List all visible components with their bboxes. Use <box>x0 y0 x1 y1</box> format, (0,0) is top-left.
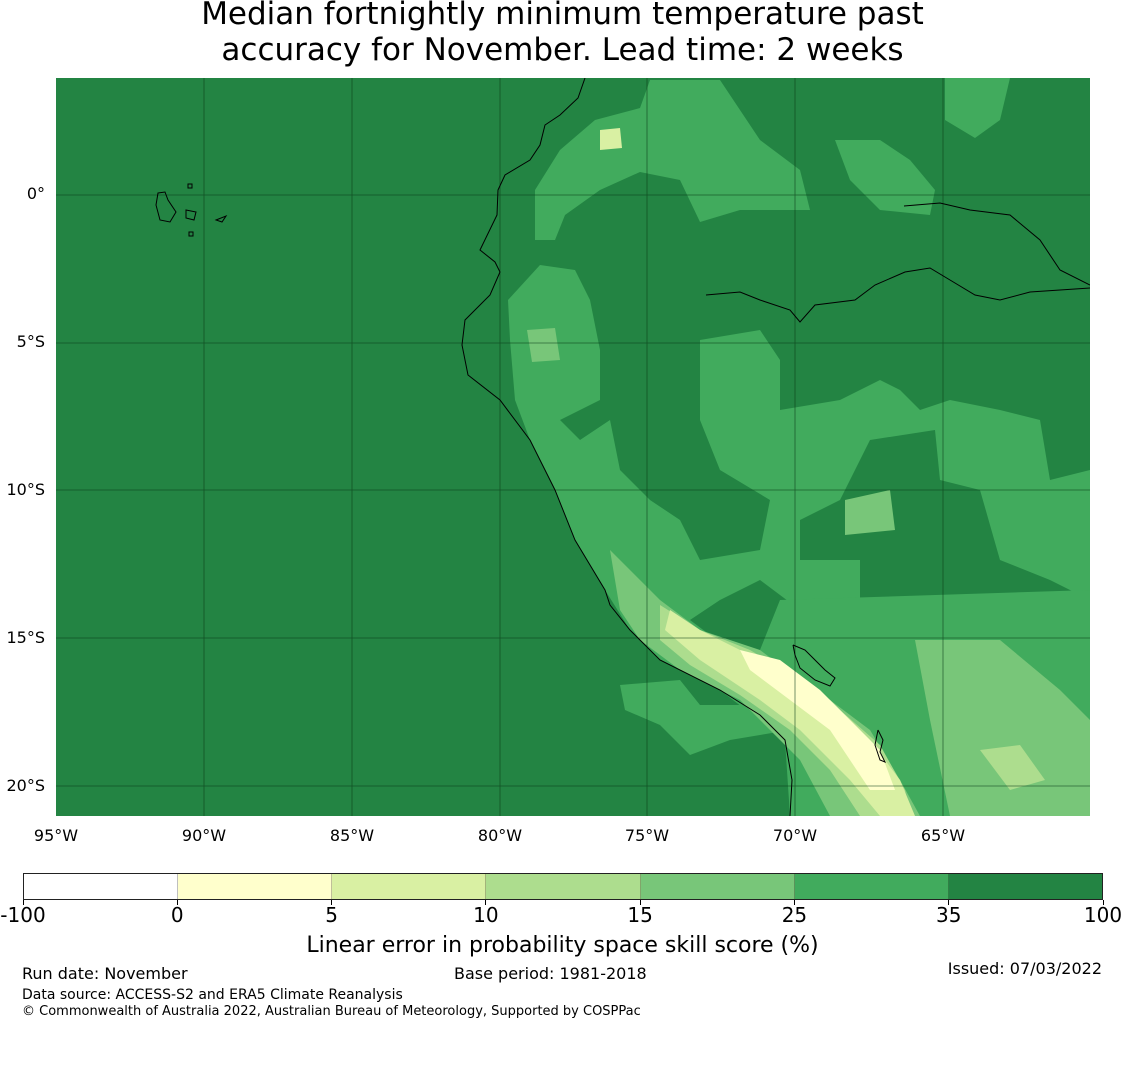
colorbar-tick <box>1102 900 1104 905</box>
lon-label-95w: 95°W <box>33 826 79 845</box>
skill-regions <box>508 78 1090 816</box>
lat-label-15s: 15°S <box>6 628 45 647</box>
region-5-10-north <box>600 128 622 150</box>
title-line-2: accuracy for November. Lead time: 2 week… <box>221 32 904 68</box>
colorbar-bin-6 <box>948 874 1102 899</box>
lat-label-5s: 5°S <box>16 332 45 351</box>
colorbar-tick <box>948 900 950 905</box>
region-15-25-north-patch <box>527 328 560 362</box>
region-25-35-topright <box>945 78 1010 138</box>
colorbar-tick-label: 25 <box>781 903 808 927</box>
region-25-35-ne <box>835 140 935 215</box>
colorbar-tick-label: 0 <box>170 903 184 927</box>
colorbar-tick-label: 15 <box>627 903 653 927</box>
colorbar-tick <box>22 900 24 905</box>
colorbar-bin-1 <box>178 874 333 899</box>
region-15-25-patch <box>845 490 895 535</box>
colorbar-label: Linear error in probability space skill … <box>306 933 819 958</box>
lon-label-65w: 65°W <box>920 826 966 845</box>
region-0-5-core <box>740 650 895 790</box>
colorbar-tick-label: 5 <box>325 903 338 927</box>
colorbar-tick <box>793 900 795 905</box>
maranon-river <box>903 202 1090 286</box>
colorbar-bin-3 <box>486 874 641 899</box>
lat-label-10s: 10°S <box>6 480 45 499</box>
amazon-river <box>705 267 1090 323</box>
lon-label-80w: 80°W <box>477 826 523 845</box>
lat-label-0: 0° <box>26 184 45 203</box>
lon-label-75w: 75°W <box>624 826 670 845</box>
map-title: Median fortnightly minimum temperature p… <box>0 0 1125 68</box>
colorbar-bin-2 <box>332 874 487 899</box>
coastlines <box>155 78 1090 816</box>
skill-map <box>56 78 1090 816</box>
colorbar-tick-label: 100 <box>1083 903 1123 927</box>
colorbar-tick-label: 35 <box>935 903 962 927</box>
run-date: Run date: November <box>22 964 188 983</box>
lon-label-70w: 70°W <box>772 826 818 845</box>
region-25-35-main <box>508 265 1090 816</box>
issued-date: Issued: 07/03/2022 <box>947 959 1102 978</box>
lon-label-85w: 85°W <box>329 826 375 845</box>
colorbar-bin-5 <box>794 874 949 899</box>
region-25-35-coast-patch <box>620 680 790 755</box>
region-15-25-east <box>915 640 1090 816</box>
region-5-10-band <box>665 610 915 816</box>
colorbar-tick-label: 10 <box>473 903 499 927</box>
colorbar-tick <box>331 900 333 905</box>
copyright: © Commonwealth of Australia 2022, Austra… <box>22 1004 641 1019</box>
colorbar-tick <box>485 900 487 905</box>
region-25-35-north <box>535 80 810 240</box>
colorbar-bin-4 <box>640 874 795 899</box>
lake-poopo <box>874 729 887 763</box>
colorbar-tick <box>639 900 641 905</box>
base-period: Base period: 1981-2018 <box>454 964 647 983</box>
data-source: Data source: ACCESS-S2 and ERA5 Climate … <box>22 987 403 1003</box>
region-10-15-east <box>980 745 1045 790</box>
galapagos-islands <box>155 183 228 237</box>
colorbar <box>23 873 1103 900</box>
title-line-1: Median fortnightly minimum temperature p… <box>201 0 924 32</box>
colorbar-bin-0 <box>24 874 179 899</box>
coastline-south-america <box>461 78 793 816</box>
lon-label-90w: 90°W <box>181 826 227 845</box>
graticule <box>56 78 1090 816</box>
colorbar-tick-label: -100 <box>0 903 46 927</box>
lake-titicaca <box>792 644 836 687</box>
colorbar-tick <box>176 900 178 905</box>
lat-label-20s: 20°S <box>6 776 45 795</box>
